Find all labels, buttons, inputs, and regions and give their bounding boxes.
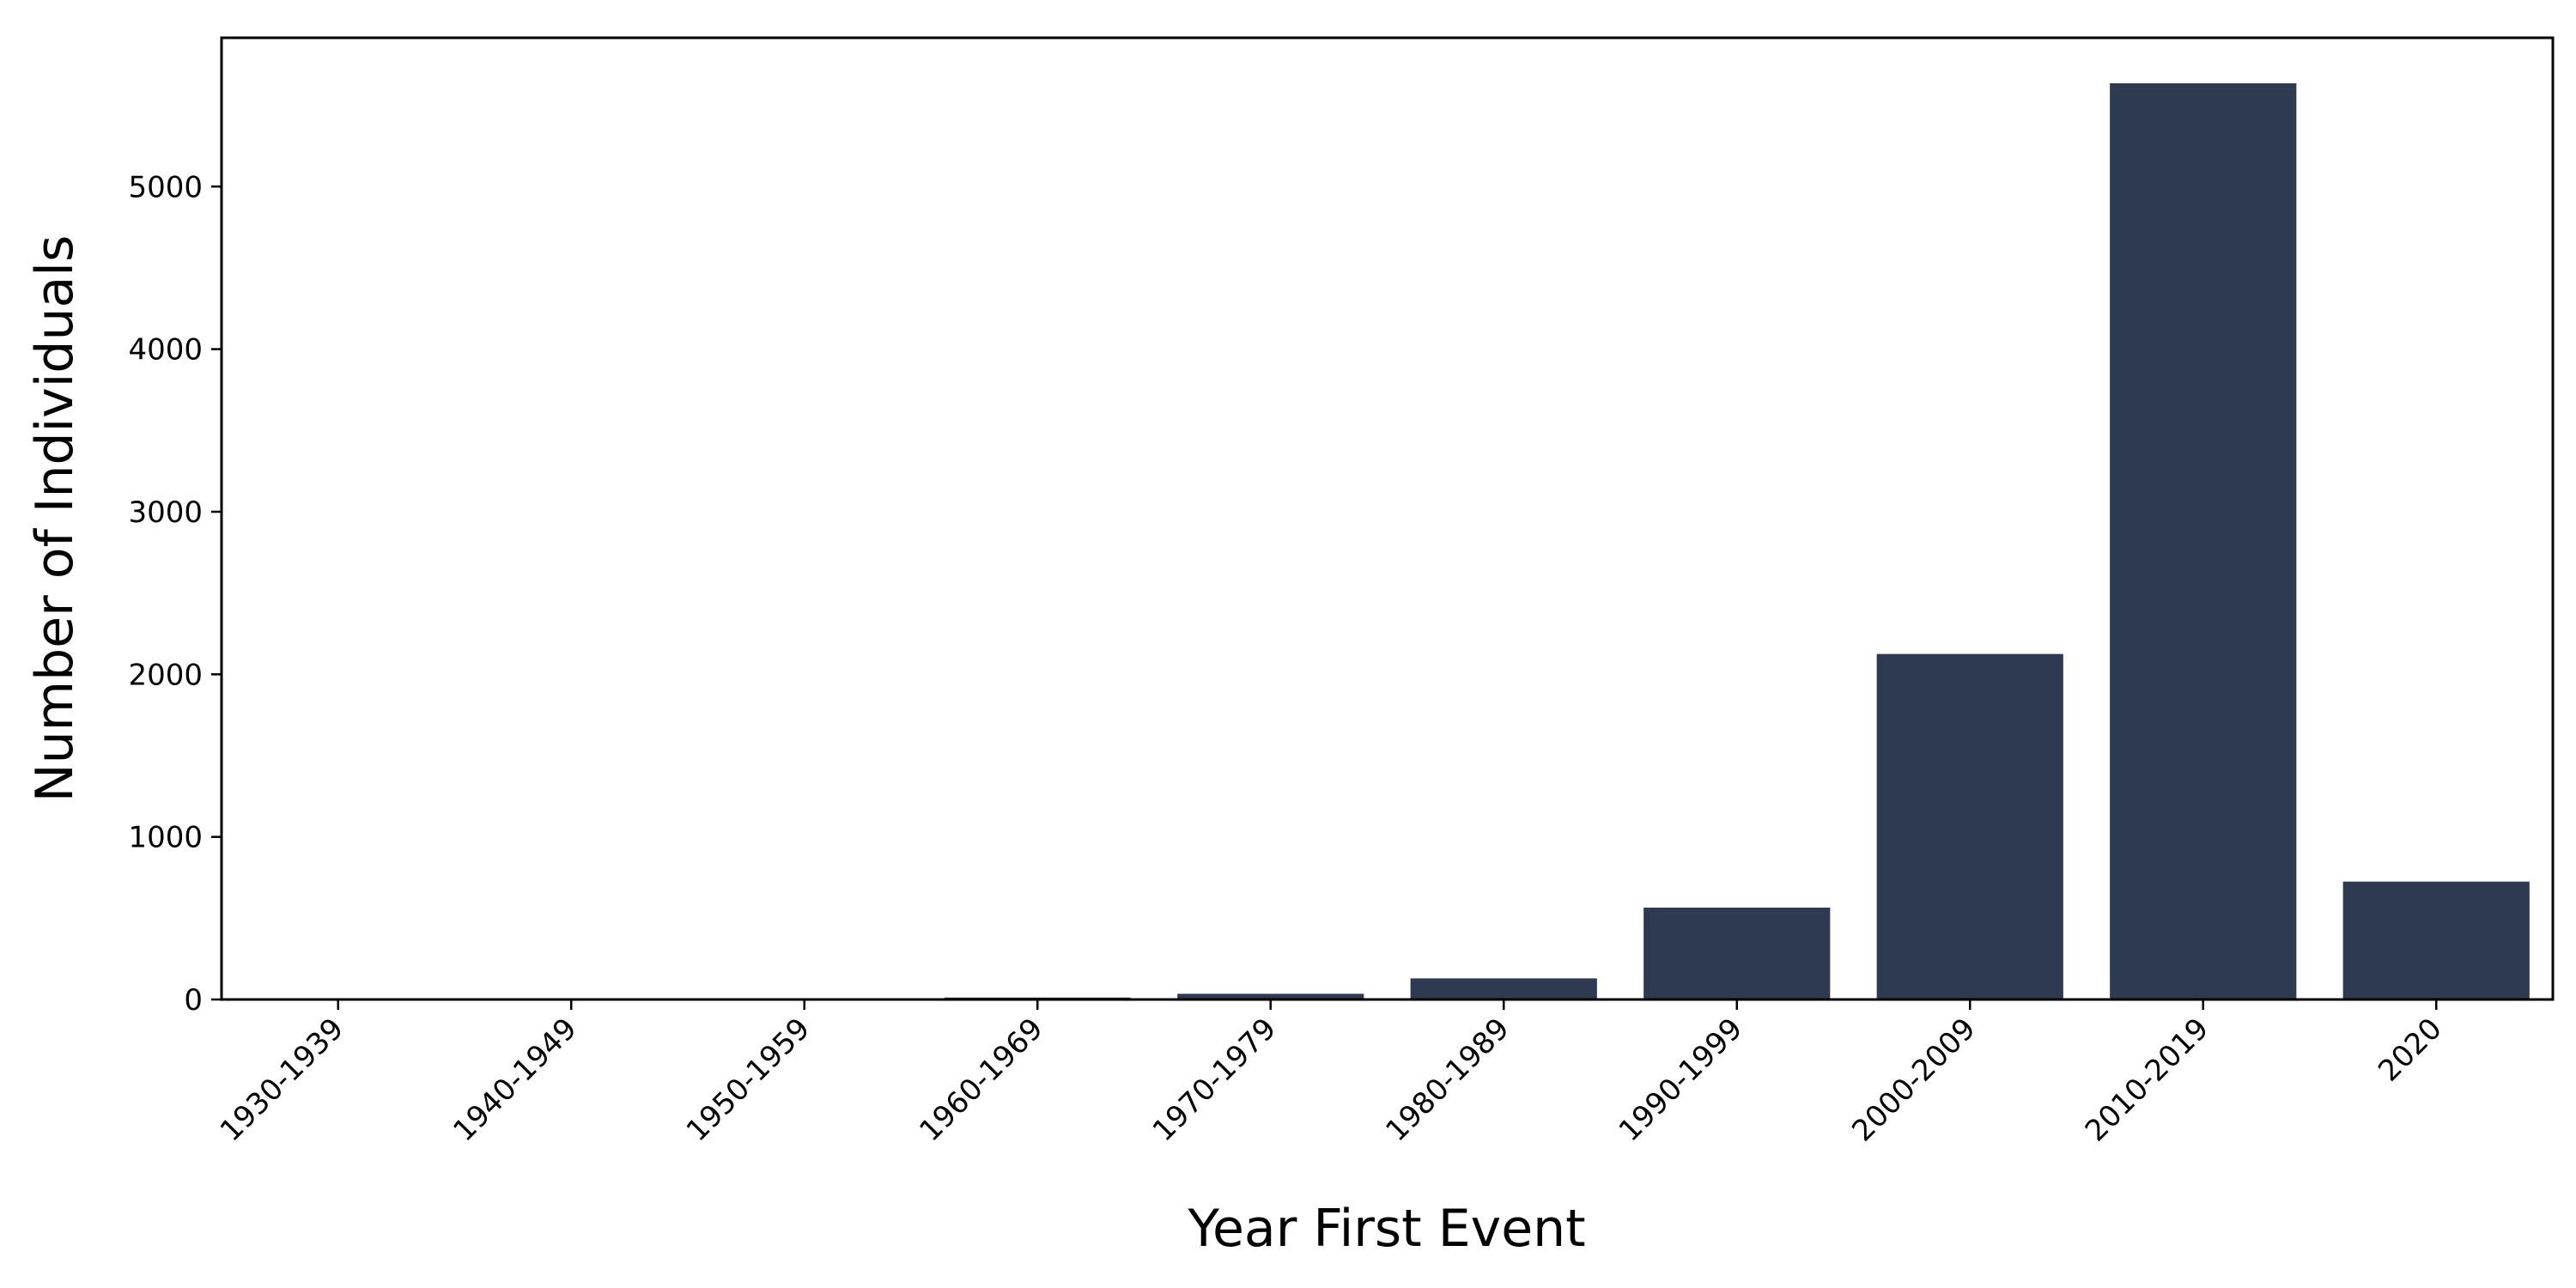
bar-2010-2019 [2110,83,2297,1000]
x-tick-label-1980-1989: 1980-1989 [1379,1012,1516,1148]
x-tick-label-1940-1949: 1940-1949 [447,1012,583,1148]
bar-2000-2009 [1876,653,2063,999]
y-axis-title: Number of Individuals [25,235,85,802]
bar-1990-1999 [1643,908,1831,999]
y-axis: 0 1000 2000 3000 4000 5000 [128,170,222,1018]
y-tick-label: 4000 [128,333,203,368]
x-tick-label-1930-1939: 1930-1939 [214,1012,350,1148]
bar-2020 [2342,881,2530,999]
x-tick-label-1970-1979: 1970-1979 [1146,1012,1283,1148]
x-axis-title: Year First Event [1187,1199,1585,1259]
bar-1970-1979 [1177,993,1364,999]
x-axis: 1930-1939 1940-1949 1950-1959 1960-1969 1970… [214,999,2449,1148]
y-tick-label: 0 [184,983,203,1018]
x-tick-label-2000-2009: 2000-2009 [1845,1012,1982,1148]
y-tick-label: 1000 [128,821,203,855]
bars-layer [245,83,2530,1000]
plot-frame [220,36,2555,1001]
x-tick-label-1950-1959: 1950-1959 [680,1012,817,1148]
x-tick-label-1960-1969: 1960-1969 [913,1012,1049,1148]
y-tick-label: 5000 [128,170,203,204]
x-tick-label-2010-2019: 2010-2019 [2079,1012,2215,1148]
bar-1980-1989 [1410,978,1597,999]
x-tick-label-1990-1999: 1990-1999 [1613,1012,1749,1148]
y-tick-label: 3000 [128,495,203,530]
y-tick-label: 2000 [128,658,203,692]
x-tick-label-2020: 2020 [2372,1012,2448,1088]
